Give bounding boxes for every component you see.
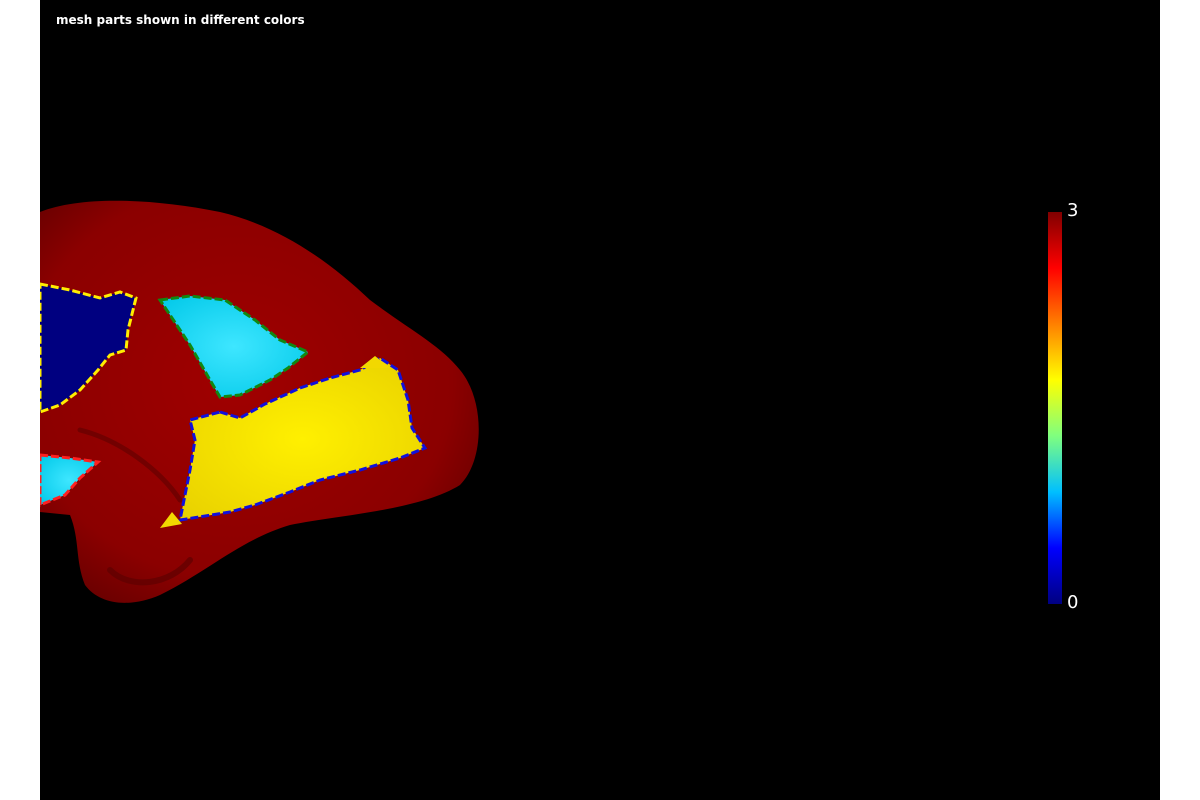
- mesh-scene[interactable]: [40, 0, 1160, 800]
- mesh-fold: [77, 427, 183, 503]
- mesh-part-2-tip: [360, 356, 390, 368]
- colorbar-min-label: 0: [1067, 592, 1079, 613]
- render-viewport[interactable]: mesh parts shown in different colors 3 0: [40, 0, 1160, 800]
- colorbar-max-label: 3: [1067, 200, 1079, 221]
- mesh-part-1: [157, 294, 311, 399]
- mesh-fold: [107, 557, 193, 586]
- colorbar-gradient: [1048, 212, 1062, 604]
- mesh-part-2-tip: [160, 512, 182, 528]
- colorbar: [1048, 212, 1062, 604]
- mesh-part-0: [40, 282, 138, 414]
- mesh-part-2: [178, 356, 428, 522]
- viewer-title: mesh parts shown in different colors: [56, 13, 305, 27]
- mesh-part-1b: [40, 453, 102, 507]
- mesh-part-3: [40, 200, 479, 603]
